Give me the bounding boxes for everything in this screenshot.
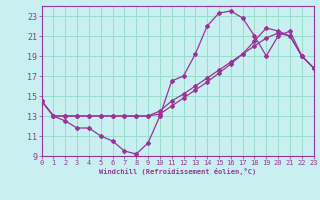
X-axis label: Windchill (Refroidissement éolien,°C): Windchill (Refroidissement éolien,°C): [99, 168, 256, 175]
